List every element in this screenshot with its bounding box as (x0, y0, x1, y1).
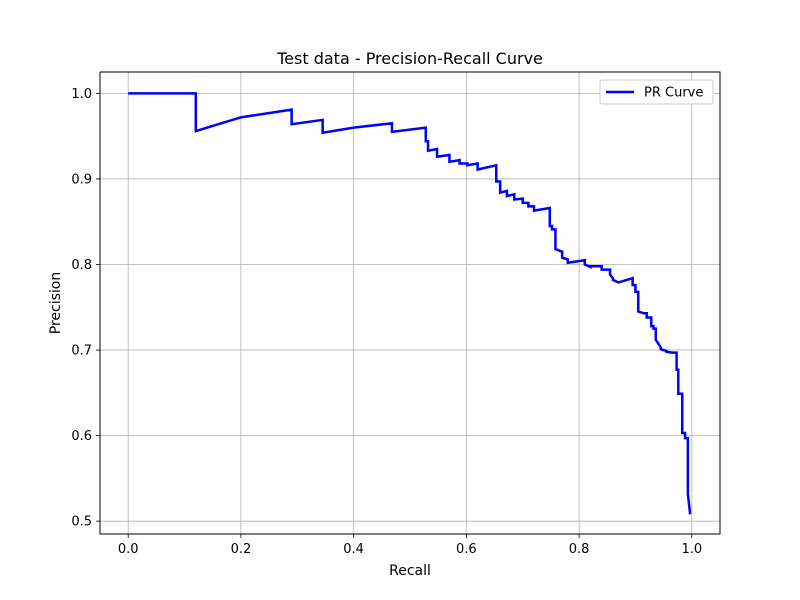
x-tick-label: 0.0 (118, 542, 139, 557)
legend-label: PR Curve (644, 86, 703, 101)
y-tick-label: 0.5 (71, 515, 92, 530)
y-tick-label: 0.7 (71, 344, 92, 359)
x-tick-label: 1.0 (681, 542, 702, 557)
legend-box (599, 79, 714, 105)
y-tick-label: 0.9 (71, 172, 92, 187)
y-tick-label: 0.8 (71, 258, 92, 273)
x-axis-label: Recall (389, 563, 431, 579)
chart-title: Test data - Precision-Recall Curve (276, 49, 543, 68)
grid-lines (100, 72, 720, 534)
y-tick-label: 0.6 (71, 429, 92, 444)
plot-frame (99, 71, 721, 535)
x-tick-label: 0.4 (343, 542, 364, 557)
legend: PR Curve (599, 79, 714, 105)
pr-curve-line (128, 92, 692, 515)
x-tick-label: 0.6 (456, 542, 477, 557)
axis-ticks: 0.0 0.2 0.4 0.6 0.8 1.0 0.5 0.6 0.7 0.8 0.9 1.0 (71, 87, 702, 557)
y-axis-label: Precision (48, 272, 64, 334)
x-tick-label: 0.2 (231, 542, 252, 557)
x-tick-label: 0.8 (569, 542, 590, 557)
series-layer (128, 92, 692, 515)
y-tick-label: 1.0 (71, 87, 92, 102)
